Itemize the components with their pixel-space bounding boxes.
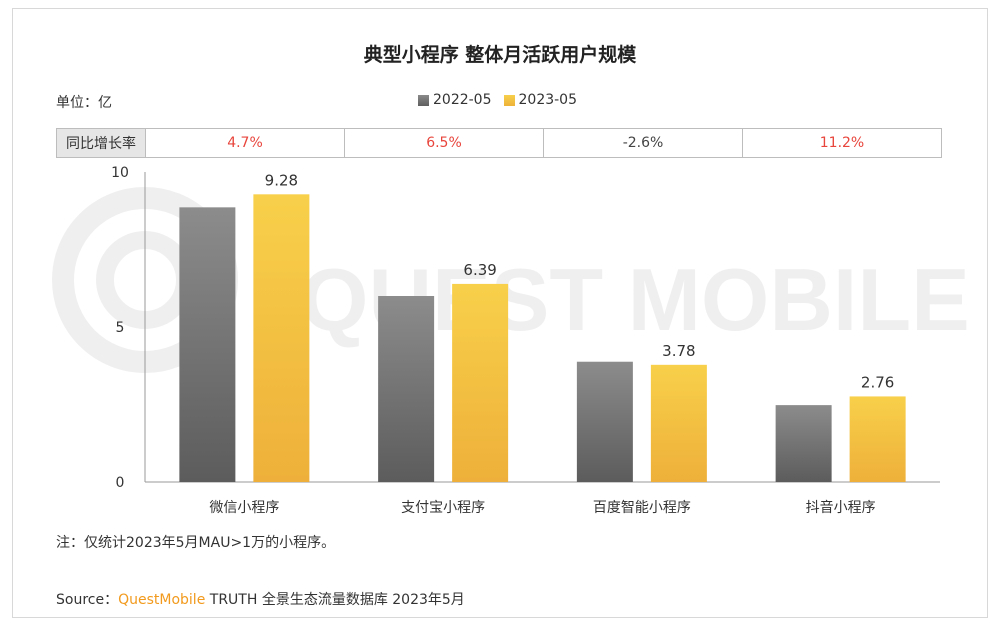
growth-cell-wechat: 4.7% [146,129,345,157]
source-suffix: TRUTH 全景生态流量数据库 2023年5月 [205,592,465,608]
bar-2023 [650,364,707,482]
footnote: 注：仅统计2023年5月MAU>1万的小程序。 [56,535,336,551]
legend-swatch-2023 [503,94,515,106]
legend-item-2023: 2023-05 [503,92,578,108]
x-category-label: 微信小程序 [209,500,279,516]
bar-data-label: 9.28 [265,171,298,189]
source-line: Source：QuestMobile TRUTH 全景生态流量数据库 2023年… [56,589,465,609]
bar-2022 [576,361,633,482]
unit-label: 单位：亿 [56,95,112,111]
x-category-label: 支付宝小程序 [401,500,485,516]
source-prefix: Source： [56,592,119,608]
bar-2023 [849,396,906,482]
bar-data-label: 3.78 [662,342,695,360]
legend-item-2022: 2022-05 [418,92,492,108]
source-brand: QuestMobile [118,592,206,608]
y-tick-label: 10 [111,165,129,181]
bar-2023 [253,194,310,482]
bar-data-label: 6.39 [463,261,496,279]
legend-swatch-2022 [418,94,429,106]
bar-2023 [452,283,509,482]
x-category-label: 百度智能小程序 [593,500,691,516]
bar-data-label: 2.76 [861,373,894,391]
bar-2022 [378,296,435,482]
growth-cell-baidu: -2.6% [544,129,743,157]
growth-table-label: 同比增长率 [57,129,146,157]
legend-label-2022: 2022-05 [433,92,492,108]
bar-2022 [179,207,236,482]
chart-title: 典型小程序 整体月活跃用户规模 [363,44,637,66]
growth-cell-alipay: 6.5% [345,129,544,157]
growth-table: 同比增长率 4.7% 6.5% -2.6% 11.2% [56,128,942,158]
x-category-label: 抖音小程序 [806,499,876,516]
y-tick-label: 0 [116,475,125,491]
y-tick-label: 5 [116,320,125,336]
legend: 2022-05 2023-05 [418,92,577,108]
legend-label-2023: 2023-05 [518,92,578,108]
chart-bars: 9.28 微信小程序 6.39 支付宝小程序 3.78 百度智能小程序 2.76 抖音小程序 [179,171,906,516]
growth-cell-douyin: 11.2% [819,135,865,151]
bar-2022 [775,405,832,482]
